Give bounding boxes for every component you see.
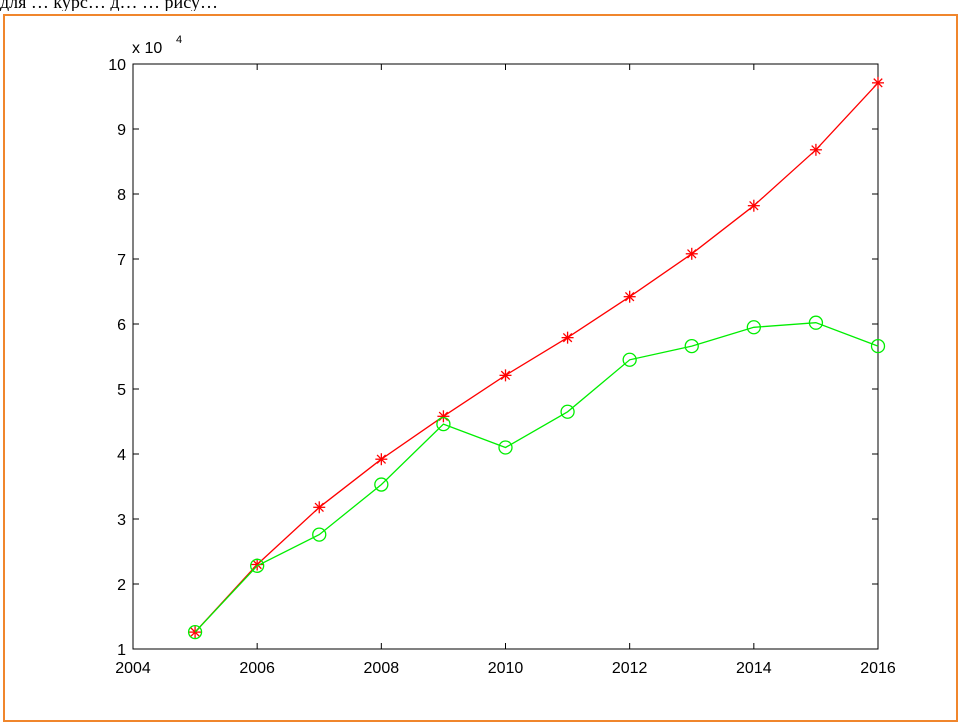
- cropped-caption-text: для … курс… д… … рису…: [0, 0, 218, 11]
- series-1: [189, 76, 884, 639]
- data-point-circle: [187, 624, 203, 640]
- data-point-asterisk: [313, 501, 326, 514]
- y-tick-label: 6: [117, 317, 126, 334]
- data-point-asterisk: [437, 410, 450, 423]
- data-point-circle: [746, 320, 761, 335]
- data-point-asterisk: [747, 199, 760, 212]
- y-tick-label: 9: [117, 122, 126, 139]
- plot-box: [132, 63, 879, 650]
- y-tick-label: 10: [108, 57, 126, 74]
- x-tick-label: 2004: [115, 660, 151, 677]
- data-point-circle: [250, 558, 265, 573]
- data-point-asterisk: [872, 76, 884, 89]
- axes: [132, 63, 879, 650]
- data-point-asterisk: [251, 558, 264, 571]
- y-scale-factor-label: x 10: [132, 40, 162, 57]
- data-point-asterisk: [561, 331, 574, 344]
- x-tick-label: 2016: [860, 660, 896, 677]
- data-point-asterisk: [623, 290, 636, 303]
- y-scale-factor: x 10 4: [132, 34, 182, 57]
- x-tick-label: 2014: [736, 660, 772, 677]
- y-scale-factor-exponent: 4: [176, 34, 182, 46]
- figure-frame: [3, 14, 958, 722]
- y-tick-label: 8: [117, 187, 126, 204]
- data-point-asterisk: [809, 143, 822, 156]
- x-tick-label: 2008: [364, 660, 400, 677]
- series-2: [187, 315, 886, 640]
- data-point-circle: [808, 315, 824, 330]
- data-point-asterisk: [375, 453, 388, 466]
- series-line: [194, 82, 879, 633]
- y-tick-label: 3: [117, 512, 126, 529]
- y-tick-label: 1: [117, 642, 126, 659]
- data-point-circle: [560, 404, 575, 419]
- data-point-asterisk: [499, 369, 512, 382]
- data-point-circle: [870, 338, 886, 354]
- series-group: [187, 76, 886, 640]
- data-point-circle: [498, 440, 513, 455]
- data-point-circle: [622, 352, 637, 367]
- data-point-circle: [374, 477, 389, 492]
- y-tick-label: 7: [117, 252, 126, 269]
- y-tick-label: 2: [117, 577, 126, 594]
- y-tick-label: 4: [117, 447, 126, 464]
- y-tick-label: 5: [117, 382, 126, 399]
- data-point-circle: [436, 416, 451, 432]
- axis-ticks: 2004 2006 2008 2010 2012 2014 2016 1 2 3 4 5 6 7 8 9 10: [108, 57, 896, 677]
- x-tick-label: 2012: [612, 660, 648, 677]
- x-tick-label: 2010: [488, 660, 524, 677]
- data-point-circle: [312, 527, 327, 542]
- series-line: [194, 322, 879, 633]
- data-point-circle: [684, 338, 699, 354]
- x-tick-label: 2006: [239, 660, 275, 677]
- data-point-asterisk: [685, 247, 698, 260]
